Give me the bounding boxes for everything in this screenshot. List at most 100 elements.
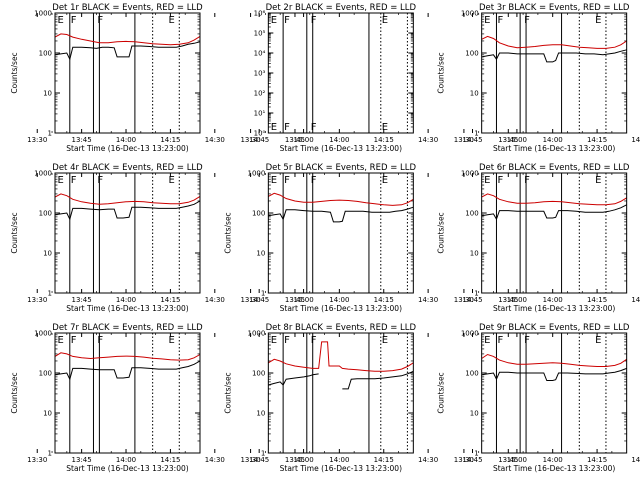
y-tick-label: 10¹ (254, 110, 266, 118)
event-marker-label: F (284, 175, 290, 186)
y-axis-label: Counts/sec (223, 212, 232, 253)
chart-title: Det 1r BLACK = Events, RED = LLD (52, 3, 203, 13)
event-marker-label: F (284, 335, 290, 346)
chart-panel-7: Det 7r BLACK = Events, RED = LLD Counts/s… (10, 323, 314, 473)
event-marker-label: F (71, 335, 77, 346)
x-axis-label: Start Time (16-Dec-13 13:23:00) (280, 144, 402, 153)
event-marker-label: E (168, 15, 174, 26)
x-tick-label: 15:00 (507, 296, 527, 304)
y-tick-label: 10² (254, 90, 266, 98)
event-marker-label: F (284, 122, 290, 133)
x-tick-label: 14:00 (329, 296, 349, 304)
y-tick-label: 1000 (34, 330, 52, 338)
y-axis-label: Counts/sec (10, 52, 19, 93)
x-tick-label: 14:15 (374, 296, 394, 304)
y-tick-label: 10 (256, 410, 265, 418)
x-axis-label: Start Time (16-Dec-13 13:23:00) (66, 144, 188, 153)
y-axis-label: Counts/sec (437, 52, 446, 93)
x-tick-label: 13:30 (27, 296, 47, 304)
x-tick-label: 13:30 (454, 456, 474, 464)
x-tick-label: 14:30 (418, 296, 438, 304)
plot-frame (54, 332, 201, 454)
event-marker-label: E (484, 15, 490, 26)
y-axis-label: Counts/sec (437, 212, 446, 253)
event-marker-label: F (97, 175, 103, 186)
x-axis-label: Start Time (16-Dec-13 13:23:00) (493, 304, 615, 313)
x-tick-label: 14:30 (205, 136, 225, 144)
event-marker-label: E (57, 15, 63, 26)
x-tick-label: 14:30 (418, 456, 438, 464)
x-tick-label: 13:45 (72, 456, 92, 464)
x-axis-label: Start Time (16-Dec-13 13:23:00) (280, 464, 402, 473)
chart-title: Det 9r BLACK = Events, RED = LLD (479, 323, 630, 333)
x-tick-label: 15:00 (293, 456, 313, 464)
x-tick-label: 13:30 (240, 456, 260, 464)
x-tick-label: 13:45 (285, 296, 305, 304)
x-tick-label: 14:00 (116, 136, 136, 144)
event-marker-label: F (524, 175, 530, 186)
series-black-line (268, 206, 414, 223)
y-tick-label: 10⁴ (254, 50, 266, 58)
series-red-line (268, 341, 414, 372)
event-marker-label: F (97, 335, 103, 346)
event-marker-label: F (97, 15, 103, 26)
x-tick-label: 14:15 (587, 136, 607, 144)
x-tick-label: 14:00 (543, 296, 563, 304)
series-red-line (481, 193, 627, 206)
x-tick-label: 13:45 (498, 136, 518, 144)
x-tick-label: 13:45 (285, 136, 305, 144)
event-marker-label: F (311, 122, 317, 133)
event-marker-label: E (484, 335, 490, 346)
y-tick-label: 1000 (248, 330, 266, 338)
x-tick-label: 13:45 (498, 296, 518, 304)
x-tick-label: 14:45 (462, 456, 482, 464)
plot-frame (267, 332, 414, 454)
x-tick-label: 14:00 (116, 456, 136, 464)
y-tick-label: 10 (470, 410, 479, 418)
y-tick-label: 10⁵ (254, 30, 266, 38)
event-marker-label: F (497, 175, 503, 186)
y-tick-label: 10⁶ (254, 10, 266, 18)
x-tick-label: 14:45 (249, 456, 269, 464)
chart-panel-4: Det 4r BLACK = Events, RED = LLD Counts/s… (10, 163, 314, 313)
x-tick-label: 15:00 (507, 136, 527, 144)
y-tick-label: 1 (474, 290, 478, 298)
series-red-line (54, 193, 201, 205)
x-tick-label: 14:30 (631, 456, 640, 464)
x-axis-label: Start Time (16-Dec-13 13:23:00) (493, 144, 615, 153)
series-red-line (481, 35, 627, 49)
event-marker-label: E (271, 335, 277, 346)
y-tick-label: 10 (43, 90, 52, 98)
series-red-line (268, 192, 414, 206)
x-axis-label: Start Time (16-Dec-13 13:23:00) (66, 464, 188, 473)
x-tick-label: 13:30 (27, 136, 47, 144)
x-axis-label: Start Time (16-Dec-13 13:23:00) (493, 464, 615, 473)
x-tick-label: 14:15 (160, 296, 180, 304)
series-red-line (54, 33, 201, 46)
event-marker-label: E (168, 175, 174, 186)
x-tick-label: 14:00 (543, 456, 563, 464)
y-axis-label: Counts/sec (10, 372, 19, 413)
event-marker-label: E (595, 335, 601, 346)
plot-frame (267, 12, 414, 134)
x-tick-label: 14:45 (249, 296, 269, 304)
event-marker-label: F (497, 15, 503, 26)
chart-panel-6: Det 6r BLACK = Events, RED = LLD Counts/s… (437, 163, 640, 313)
event-marker-label: E (271, 15, 277, 26)
y-tick-label: 1 (474, 450, 478, 458)
y-tick-label: 10 (470, 90, 479, 98)
series-black-line (54, 360, 201, 381)
series-black-line (54, 41, 201, 61)
event-marker-label: E (57, 335, 63, 346)
y-tick-label: 1 (48, 130, 52, 138)
chart-title: Det 8r BLACK = Events, RED = LLD (266, 323, 417, 333)
x-tick-label: 14:45 (462, 296, 482, 304)
plot-frame (481, 332, 628, 454)
x-tick-label: 13:30 (27, 456, 47, 464)
x-tick-label: 14:15 (374, 136, 394, 144)
x-tick-label: 13:45 (72, 136, 92, 144)
event-marker-label: E (484, 175, 490, 186)
y-tick-label: 1000 (461, 170, 479, 178)
x-tick-label: 14:00 (116, 296, 136, 304)
chart-panel-3: Det 3r BLACK = Events, RED = LLD Counts/s… (437, 3, 640, 153)
